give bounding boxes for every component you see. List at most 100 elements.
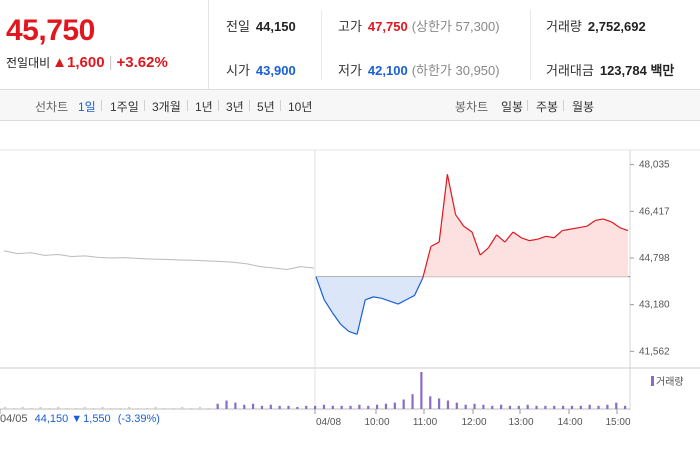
volume-bar	[508, 405, 512, 409]
footer-change: 1,550	[83, 413, 111, 425]
tab-monthly-candle[interactable]: 월봉	[572, 100, 595, 114]
change-value: 1,600	[67, 54, 105, 71]
x-tick-label: 11:00	[413, 417, 438, 428]
volume-bar	[402, 399, 405, 409]
line-chart-label: 선차트	[35, 100, 69, 114]
price-line-segment	[446, 174, 457, 215]
volume-swatch	[651, 376, 654, 386]
tab-3-months[interactable]: 3개월	[152, 100, 181, 114]
volume-bar	[535, 405, 538, 409]
volume-bar	[207, 407, 210, 409]
volume-bar	[500, 404, 503, 409]
price-line-segment	[496, 234, 506, 243]
tab-weekly-candle[interactable]: 주봉	[536, 100, 559, 114]
tab-5-years[interactable]: 5년	[257, 100, 275, 114]
price-line-segment	[406, 294, 415, 301]
price-line-segment	[537, 235, 547, 240]
x-tick-label: 14:00	[557, 417, 582, 428]
volume-bar	[446, 400, 450, 409]
price-line-segment	[389, 300, 399, 305]
volume-bar	[517, 405, 520, 409]
volume-bar	[367, 405, 370, 409]
tab-1-day[interactable]: 1일	[78, 100, 96, 114]
y-tick-label: 44,798	[639, 253, 670, 264]
volume-bar	[305, 405, 308, 409]
volume-bar	[438, 398, 441, 409]
price-line-segment	[315, 276, 325, 300]
volume-bar	[411, 394, 414, 409]
volume-bar	[340, 405, 343, 409]
price-line-segment	[595, 218, 604, 222]
tab-10-years[interactable]: 10년	[288, 100, 313, 114]
candle-chart-label: 봉차트	[455, 100, 489, 114]
footer-price: 44,150	[34, 413, 69, 425]
price-line-segment	[356, 299, 366, 335]
volume-bar	[74, 407, 78, 409]
volume-bar	[491, 405, 494, 409]
volume-bar	[553, 405, 556, 409]
volume-bar	[136, 407, 140, 409]
volume-bar	[260, 405, 264, 409]
price-line-segment	[455, 214, 465, 227]
volume-bar	[464, 404, 467, 409]
volume-bar	[30, 407, 33, 409]
price-line-segment	[397, 299, 407, 305]
x-tick-label: 04/08	[316, 417, 341, 428]
volume-bar	[252, 403, 255, 409]
volume-bar	[570, 405, 574, 409]
stat-volume: 거래량 2,752,692	[546, 19, 646, 34]
volume-bar	[92, 407, 95, 409]
price-line-segment	[586, 219, 596, 227]
price-line-segment	[331, 312, 342, 325]
y-tick-label: 43,180	[639, 300, 670, 311]
volume-bar	[110, 407, 113, 409]
footer-percent: (-3.39%)	[117, 413, 160, 425]
stat-trade-amount: 거래대금 123,784 백만	[546, 63, 675, 78]
above-baseline-area	[316, 174, 628, 277]
volume-bar	[349, 405, 352, 409]
volume-bar	[597, 405, 600, 409]
tab-daily-candle[interactable]: 일봉	[501, 100, 524, 114]
volume-bar	[624, 405, 627, 409]
price-line-segment	[521, 237, 530, 242]
tab-3-years[interactable]: 3년	[226, 100, 244, 114]
price-change: 전일대비 ▲1,600 | +3.62%	[6, 54, 168, 71]
change-label: 전일대비	[6, 56, 51, 70]
volume-bar	[376, 404, 379, 409]
stat-high: 고가 47,750 (상한가 57,300)	[338, 19, 500, 34]
price-line-segment	[603, 218, 612, 223]
price-line-segment	[611, 221, 621, 229]
y-tick-label: 41,562	[639, 346, 670, 357]
volume-bar	[172, 407, 175, 409]
price-line-segment	[463, 225, 473, 233]
price-line-segment	[562, 228, 571, 232]
x-tick-label: 12:00	[461, 417, 486, 428]
volume-bar	[12, 407, 16, 409]
price-line-segment	[348, 330, 358, 335]
volume-bar	[128, 406, 131, 409]
price-line-segment	[471, 231, 481, 256]
volume-bar	[473, 403, 476, 409]
volume-bar	[101, 406, 104, 409]
x-tick-label: 13:00	[508, 417, 533, 428]
volume-bar	[243, 404, 246, 409]
volume-bar	[57, 406, 60, 409]
volume-bar	[39, 406, 42, 409]
volume-bar	[216, 403, 219, 409]
tab-1-year[interactable]: 1년	[195, 100, 213, 114]
volume-bar	[48, 407, 51, 409]
price-line-segment	[553, 230, 563, 239]
below-baseline-area	[316, 276, 424, 335]
price-line-segment	[365, 296, 374, 301]
volume-bar	[4, 406, 7, 409]
up-arrow-icon: ▲	[52, 54, 68, 71]
price-line-segment	[430, 241, 440, 247]
price-line-segment	[422, 246, 432, 279]
volume-bar	[163, 407, 166, 409]
volume-bar	[198, 406, 202, 409]
volume-bar	[269, 404, 272, 409]
volume-bar	[234, 402, 237, 409]
stat-open: 시가 43,900	[226, 63, 296, 78]
tab-1-week[interactable]: 1주일	[110, 100, 139, 114]
